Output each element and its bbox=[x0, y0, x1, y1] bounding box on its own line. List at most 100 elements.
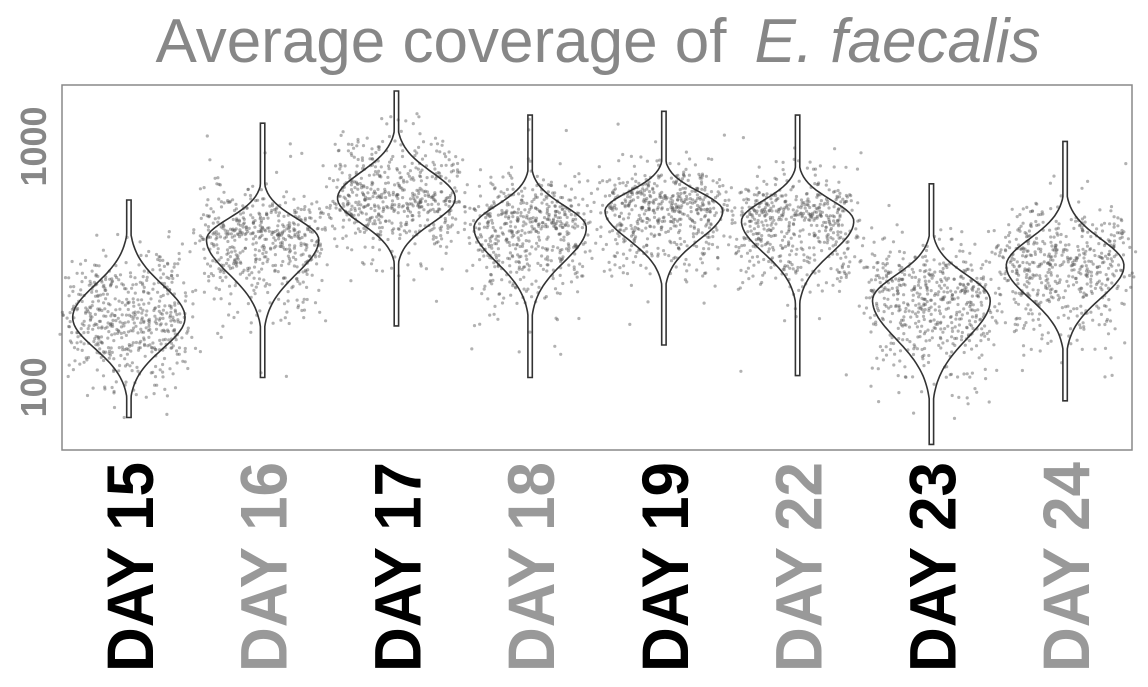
jitter-point bbox=[758, 238, 762, 242]
jitter-point bbox=[826, 199, 830, 203]
jitter-point bbox=[114, 380, 118, 384]
jitter-point bbox=[633, 228, 637, 232]
jitter-point bbox=[970, 294, 975, 298]
jitter-point bbox=[300, 151, 304, 155]
jitter-point bbox=[290, 286, 294, 290]
jitter-point bbox=[96, 274, 100, 278]
jitter-point bbox=[324, 319, 328, 323]
jitter-point bbox=[806, 197, 810, 201]
jitter-point bbox=[399, 129, 403, 133]
jitter-point bbox=[142, 342, 147, 346]
jitter-point bbox=[625, 180, 630, 184]
y-tick-label: 1000 bbox=[13, 106, 54, 186]
jitter-point bbox=[162, 264, 166, 268]
jitter-point bbox=[1023, 269, 1027, 273]
jitter-point bbox=[838, 191, 842, 195]
jitter-point bbox=[1042, 253, 1047, 257]
jitter-point bbox=[369, 187, 373, 191]
jitter-point bbox=[159, 311, 163, 315]
jitter-point bbox=[831, 244, 835, 248]
jitter-point bbox=[571, 259, 575, 263]
jitter-point bbox=[883, 303, 887, 307]
jitter-point bbox=[148, 343, 152, 347]
jitter-point bbox=[331, 199, 335, 203]
jitter-point bbox=[689, 205, 693, 209]
jitter-point bbox=[920, 308, 924, 312]
jitter-point bbox=[912, 287, 916, 291]
jitter-point bbox=[575, 270, 579, 274]
jitter-point bbox=[574, 244, 578, 248]
jitter-point bbox=[287, 221, 291, 225]
jitter-point bbox=[845, 199, 849, 203]
jitter-point bbox=[501, 260, 505, 264]
jitter-point bbox=[777, 254, 781, 259]
jitter-point bbox=[898, 308, 902, 312]
jitter-point bbox=[288, 259, 292, 263]
jitter-point bbox=[105, 292, 109, 296]
jitter-point bbox=[1055, 231, 1059, 235]
jitter-point bbox=[97, 337, 101, 341]
jitter-point bbox=[838, 213, 842, 217]
jitter-point bbox=[140, 281, 144, 285]
jitter-point bbox=[691, 201, 695, 205]
jitter-point bbox=[1053, 245, 1057, 249]
jitter-point bbox=[688, 197, 693, 201]
jitter-point bbox=[233, 249, 237, 253]
jitter-point bbox=[101, 292, 105, 296]
jitter-point bbox=[1014, 271, 1018, 275]
jitter-point bbox=[766, 240, 770, 244]
jitter-point bbox=[844, 200, 848, 204]
jitter-point bbox=[611, 208, 615, 212]
jitter-point bbox=[849, 194, 853, 198]
jitter-point bbox=[961, 260, 966, 264]
jitter-point bbox=[617, 214, 622, 218]
jitter-point bbox=[1049, 240, 1053, 244]
jitter-point bbox=[760, 211, 764, 215]
jitter-point bbox=[89, 282, 93, 286]
jitter-point bbox=[551, 245, 555, 249]
jitter-point bbox=[371, 195, 375, 199]
jitter-point bbox=[1031, 273, 1035, 277]
jitter-point bbox=[763, 213, 767, 217]
jitter-point bbox=[1080, 286, 1084, 290]
jitter-point bbox=[103, 307, 107, 311]
jitter-point bbox=[1022, 323, 1027, 327]
jitter-point bbox=[385, 122, 389, 126]
jitter-point bbox=[293, 234, 297, 238]
jitter-point bbox=[969, 279, 974, 283]
jitter-point bbox=[876, 273, 880, 278]
jitter-point bbox=[96, 335, 100, 339]
jitter-point bbox=[589, 191, 594, 195]
jitter-point bbox=[868, 316, 872, 320]
jitter-point bbox=[109, 322, 113, 326]
jitter-point bbox=[921, 314, 926, 318]
jitter-point bbox=[742, 235, 746, 240]
jitter-point bbox=[420, 205, 424, 209]
jitter-point bbox=[781, 194, 785, 198]
jitter-point bbox=[1069, 327, 1073, 331]
jitter-point bbox=[960, 334, 964, 339]
jitter-point bbox=[1070, 263, 1074, 267]
jitter-point bbox=[941, 341, 945, 345]
jitter-point bbox=[754, 199, 758, 203]
jitter-point bbox=[774, 194, 778, 198]
jitter-point bbox=[1109, 209, 1113, 213]
jitter-point bbox=[307, 208, 311, 212]
jitter-point bbox=[740, 206, 744, 210]
jitter-point bbox=[439, 225, 444, 229]
jitter-point bbox=[647, 206, 651, 210]
jitter-point bbox=[193, 346, 198, 350]
jitter-point bbox=[416, 201, 420, 205]
jitter-point bbox=[518, 244, 522, 249]
jitter-point bbox=[86, 310, 90, 314]
jitter-point bbox=[975, 294, 979, 298]
jitter-point bbox=[274, 207, 278, 211]
jitter-point bbox=[517, 261, 522, 265]
jitter-point bbox=[981, 331, 986, 335]
jitter-point bbox=[839, 230, 843, 234]
jitter-point bbox=[274, 244, 278, 248]
jitter-point bbox=[318, 310, 322, 314]
jitter-point bbox=[337, 148, 341, 152]
jitter-point bbox=[682, 191, 686, 195]
jitter-point bbox=[1120, 232, 1124, 236]
